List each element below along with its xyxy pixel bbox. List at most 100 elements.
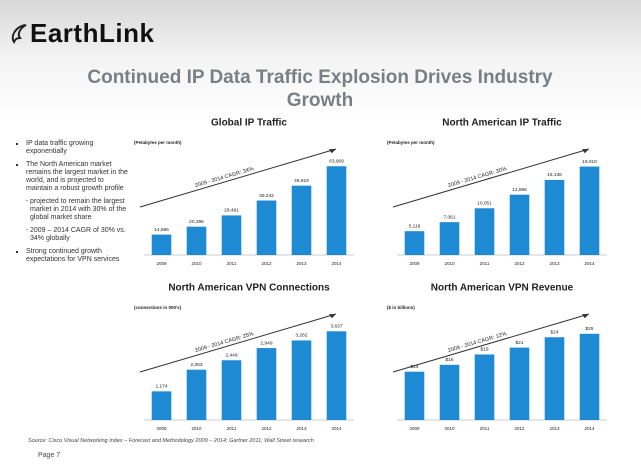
- bar: [221, 215, 242, 255]
- chart-subtitle: (connections in 000's): [134, 305, 182, 310]
- data-label: $19: [480, 347, 488, 353]
- chart-title: North American IP Traffic: [442, 118, 562, 129]
- data-label: 1,174: [155, 384, 167, 390]
- x-tick-label: 2009: [156, 426, 167, 431]
- x-tick-label: 2009: [409, 426, 420, 431]
- bullet: Strong continued growth expectations for…: [26, 248, 132, 264]
- arrow-head: [328, 314, 336, 319]
- page-number: Page 7: [38, 452, 61, 459]
- data-label: $21: [515, 340, 523, 346]
- bullet-text: Strong continued growth expectations for…: [26, 248, 120, 263]
- x-tick-label: 2011: [480, 426, 490, 431]
- bar: [579, 333, 600, 420]
- bar: [291, 185, 312, 255]
- bar: [404, 231, 425, 255]
- bar: [326, 166, 347, 255]
- chart-title: Global IP Traffic: [211, 118, 287, 129]
- x-tick-label: 2009: [409, 261, 420, 266]
- bar: [291, 340, 312, 420]
- data-label: 14,686: [154, 227, 169, 233]
- chart: North American VPN Revenue ($ in billions…: [387, 283, 607, 431]
- sub-bullet: 2009 – 2014 CAGR of 30% vs. 34% globally: [30, 227, 132, 243]
- bar: [221, 360, 242, 420]
- x-tick-label: 2011: [480, 261, 490, 266]
- bullet: IP data traffic growing exponentially: [26, 140, 132, 156]
- x-tick-label: 2013: [296, 261, 307, 266]
- bullet: The North American market remains the la…: [26, 161, 132, 243]
- growth-arrow: [139, 148, 337, 208]
- growth-arrow: [392, 313, 590, 373]
- data-label: $14: [410, 364, 418, 370]
- data-label: $16: [445, 357, 453, 363]
- data-label: 39,242: [259, 193, 274, 199]
- bar: [439, 364, 460, 420]
- x-tick-label: 2010: [444, 261, 455, 266]
- arrow-head: [328, 149, 336, 154]
- x-tick-label: 2013: [296, 426, 307, 431]
- bar: [151, 234, 172, 255]
- bar: [439, 222, 460, 255]
- x-tick-label: 2013: [549, 261, 560, 266]
- x-tick-label: 2010: [444, 426, 455, 431]
- bullet-text: projected to remain the largest market i…: [30, 198, 127, 221]
- data-label: 7,061: [443, 214, 455, 220]
- bar: [544, 179, 565, 255]
- bullet-list: IP data traffic growing exponentially The…: [14, 140, 132, 269]
- chart: Global IP Traffic (Petabytes per month) 20…: [134, 118, 354, 266]
- growth-arrow: [139, 313, 337, 373]
- chart-title: North American VPN Revenue: [431, 283, 574, 294]
- x-tick-label: 2012: [514, 426, 525, 431]
- annotation: 2009 - 2014 CAGR: 30%: [447, 166, 507, 189]
- annotation: 2009 - 2014 CAGR: 34%: [194, 166, 254, 189]
- x-tick-label: 2014: [584, 261, 595, 266]
- chart: North American VPN Connections (connectio…: [134, 283, 354, 431]
- x-tick-label: 2011: [227, 261, 237, 266]
- x-tick-label: 2012: [261, 426, 272, 431]
- bullet-text: 2009 – 2014 CAGR of 30% vs. 34% globally: [30, 227, 126, 242]
- logo-icon: [11, 24, 27, 44]
- x-tick-label: 2014: [331, 426, 342, 431]
- source-note: Source: Cisco Visual Networking Index – …: [28, 438, 314, 444]
- chart-subtitle: (Petabytes per month): [134, 140, 182, 145]
- bar: [186, 226, 207, 255]
- data-label: 5,119: [409, 223, 421, 229]
- growth-arrow: [392, 148, 590, 208]
- data-label: 63,909: [329, 159, 344, 165]
- bar: [509, 194, 530, 255]
- data-label: 3,262: [295, 333, 307, 339]
- x-tick-label: 2014: [584, 426, 595, 431]
- slide-title: Continued IP Data Traffic Explosion Driv…: [87, 67, 553, 111]
- x-tick-label: 2010: [191, 261, 202, 266]
- x-tick-label: 2009: [156, 261, 167, 266]
- arrow-head: [581, 314, 589, 319]
- bar: [474, 208, 495, 255]
- data-label: 19,010: [582, 159, 597, 165]
- bullet-text: The North American market remains the la…: [26, 161, 128, 192]
- x-tick-label: 2012: [261, 261, 272, 266]
- data-label: 12,966: [512, 187, 527, 193]
- arrow-head: [581, 149, 589, 154]
- bar: [404, 371, 425, 420]
- x-tick-label: 2014: [331, 261, 342, 266]
- annotation: 2009 - 2014 CAGR: 12%: [447, 331, 507, 354]
- data-label: $24: [550, 330, 558, 336]
- chart-title: North American VPN Connections: [168, 283, 330, 294]
- x-tick-label: 2010: [191, 426, 202, 431]
- bullet-text: IP data traffic growing exponentially: [26, 140, 94, 155]
- data-label: 49,919: [294, 178, 309, 184]
- bar: [326, 331, 347, 420]
- bar: [256, 200, 277, 255]
- chart: North American IP Traffic (Petabytes per …: [387, 118, 607, 266]
- bar: [509, 347, 530, 420]
- x-tick-label: 2012: [514, 261, 525, 266]
- bar: [151, 391, 172, 420]
- data-label: 20,396: [189, 219, 204, 225]
- bar: [256, 348, 277, 420]
- data-label: 28,491: [224, 208, 239, 214]
- logo: EarthLink: [30, 18, 155, 48]
- bar: [186, 369, 207, 420]
- data-label: 16,136: [547, 172, 562, 178]
- bar: [474, 354, 495, 420]
- x-tick-label: 2013: [549, 426, 560, 431]
